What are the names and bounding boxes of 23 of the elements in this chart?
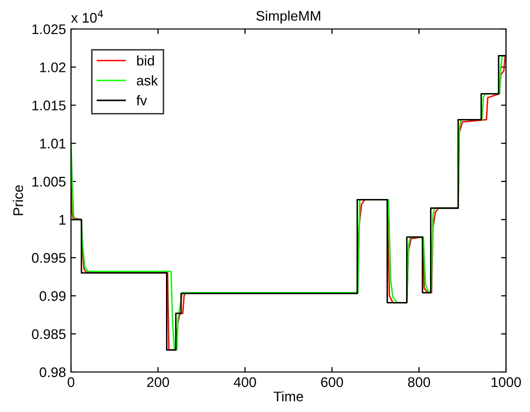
y-tick-label: 1.005 [32, 176, 66, 187]
x-tick-label: 200 [147, 377, 170, 388]
y-tick-label: 1.02 [40, 62, 66, 72]
legend-label: ask [136, 75, 158, 86]
y-tick-label: 1 [59, 215, 66, 225]
y-tick-label: 1.01 [40, 138, 66, 149]
legend-label: bid [137, 55, 154, 66]
chart-title: SimpleMM [256, 10, 320, 24]
x-tick-label: 400 [234, 377, 256, 388]
y-tick-label: 1.015 [32, 100, 66, 110]
legend-label: fv [136, 95, 148, 106]
x-tick-label: 1000 [492, 377, 521, 388]
y-axis-title: Price [12, 185, 24, 216]
y-tick-label: 0.99 [40, 291, 66, 301]
x-tick-label: 800 [408, 377, 430, 388]
y-tick-label: 0.985 [32, 329, 66, 340]
x-axis-title: Time [274, 391, 304, 402]
text: x 10$^{4}$ [71, 10, 104, 23]
y-tick-label: 0.98 [40, 367, 66, 378]
x-tick-label: 0 [68, 377, 74, 388]
y-tick-label: 1.025 [32, 24, 66, 34]
x-tick-label: 600 [321, 377, 344, 388]
y-tick-label: 0.995 [32, 253, 66, 263]
